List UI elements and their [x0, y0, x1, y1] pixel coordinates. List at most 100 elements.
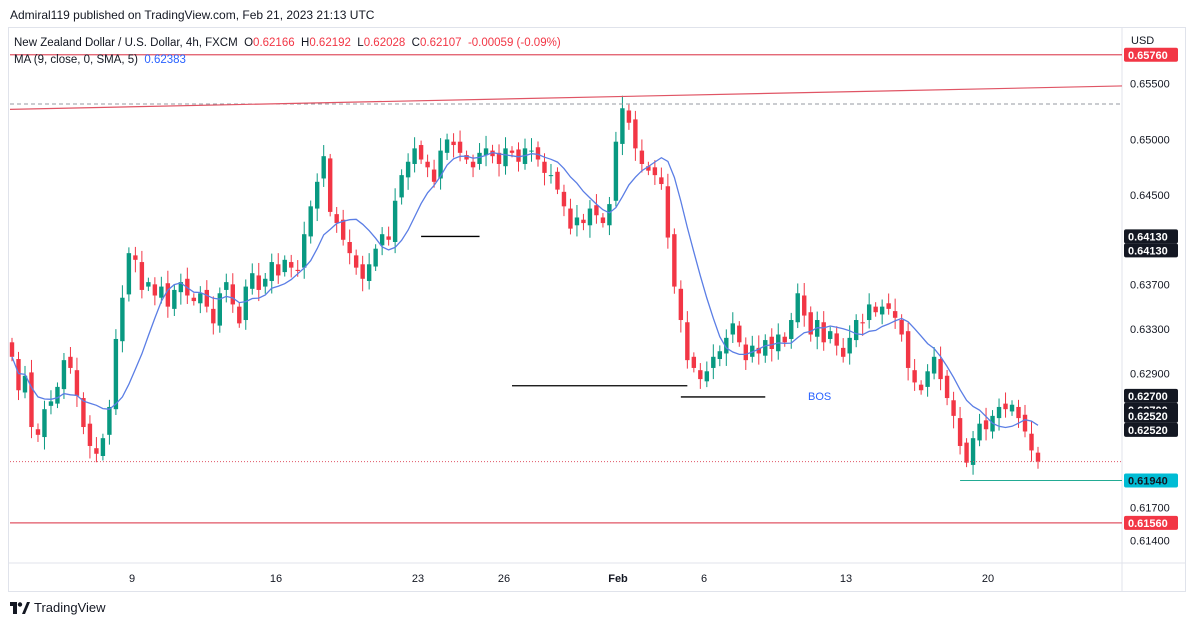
candle-body	[730, 323, 735, 335]
price-tag-text: 0.62700	[1128, 391, 1168, 403]
close-label: C	[411, 37, 420, 49]
candle-body	[931, 356, 937, 374]
candle-body	[691, 356, 697, 368]
candle-body	[866, 304, 872, 321]
candle-body	[126, 253, 132, 295]
open-value: 0.62166	[253, 37, 295, 49]
candle-body	[250, 273, 255, 289]
price-tag-text: 0.61560	[1128, 518, 1168, 530]
price-tag-bg	[1124, 229, 1178, 244]
candle-body	[457, 141, 463, 153]
candle-body	[672, 234, 677, 287]
candle-body	[607, 204, 612, 226]
candle-body	[405, 161, 411, 178]
candle-body	[717, 351, 723, 360]
candle-body	[795, 293, 800, 323]
candle-body	[87, 423, 93, 446]
candle-body	[873, 306, 878, 313]
candle-body	[146, 282, 151, 287]
candle-body	[61, 360, 67, 390]
candle-body	[1029, 433, 1034, 451]
x-tick-label: 20	[982, 573, 994, 585]
candle-body	[483, 148, 489, 156]
candle-body	[159, 286, 164, 298]
price-tag-bg	[1124, 47, 1178, 62]
candle-body	[763, 340, 768, 356]
ma-label: MA (9, close, 0, SMA, 5)	[14, 54, 138, 66]
candle-body	[782, 336, 787, 343]
candle-body	[977, 423, 982, 441]
candle-body	[347, 242, 352, 254]
candle-body	[840, 347, 846, 357]
candle-body	[42, 409, 47, 438]
candle-body	[633, 119, 638, 149]
candle-body	[392, 200, 398, 242]
candle-body	[308, 206, 313, 237]
candle-body	[600, 217, 606, 224]
candle-body	[438, 150, 443, 179]
candle-body	[821, 322, 826, 343]
candle-body	[665, 186, 671, 238]
candle-body	[211, 308, 216, 324]
candle-body	[1035, 452, 1041, 462]
candle-body	[808, 312, 813, 335]
candle-body	[172, 289, 177, 309]
price-tag: 0.61560	[1124, 515, 1178, 530]
candle-body	[133, 255, 138, 260]
candle-body	[444, 139, 450, 153]
candle-body	[425, 161, 430, 168]
candle-body	[315, 181, 320, 209]
candle-body	[802, 295, 807, 316]
candle-body	[9, 342, 15, 357]
candle-body	[964, 442, 969, 463]
candle-body	[68, 356, 73, 368]
candle-body	[828, 331, 833, 339]
tradingview-footer[interactable]: TradingView	[10, 600, 106, 615]
candle-body	[737, 325, 742, 343]
candle-body	[983, 420, 989, 430]
candle-body	[1022, 414, 1028, 432]
candle-body	[282, 259, 287, 273]
ma-value: 0.62383	[144, 54, 186, 66]
candle-body	[918, 384, 924, 391]
candle-body	[360, 264, 365, 279]
y-tick-label: 0.61700	[1130, 502, 1170, 514]
candle-body	[1003, 403, 1008, 410]
candle-body	[269, 262, 274, 282]
candle-body	[334, 214, 339, 224]
candle-body	[204, 289, 210, 307]
candle-body	[477, 152, 482, 164]
change-value: -0.00059 (-0.09%)	[467, 37, 561, 49]
candle-body	[230, 284, 235, 305]
candle-body	[970, 438, 976, 465]
candle-body	[685, 322, 690, 361]
candle-body	[139, 262, 145, 290]
y-tick-label: 0.63700	[1130, 279, 1170, 291]
candle-body	[379, 234, 385, 246]
candle-body	[16, 359, 21, 391]
x-tick-label: 13	[840, 573, 852, 585]
price-tag-bg	[1124, 243, 1178, 258]
price-tag: 0.64130	[1124, 243, 1178, 258]
y-tick-label: 0.64500	[1130, 190, 1170, 202]
candle-body	[243, 286, 248, 321]
currency-label: USD	[1131, 35, 1154, 47]
price-tag: 0.65760	[1124, 47, 1178, 62]
candle-body	[29, 372, 34, 428]
trendline	[9, 85, 1123, 110]
candle-body	[340, 219, 346, 240]
price-tag-text: 0.65760	[1128, 50, 1168, 62]
candle-body	[750, 345, 755, 357]
candle-body	[853, 320, 859, 341]
x-tick-label: 16	[270, 573, 282, 585]
y-tick-label: 0.65000	[1130, 134, 1170, 146]
candles-group	[9, 95, 1041, 475]
candle-body	[912, 370, 917, 383]
candle-body	[152, 284, 158, 296]
candle-body	[678, 288, 684, 321]
candle-body	[892, 311, 898, 318]
candle-body	[490, 150, 495, 157]
candle-body	[698, 370, 703, 380]
candle-body	[191, 297, 197, 302]
